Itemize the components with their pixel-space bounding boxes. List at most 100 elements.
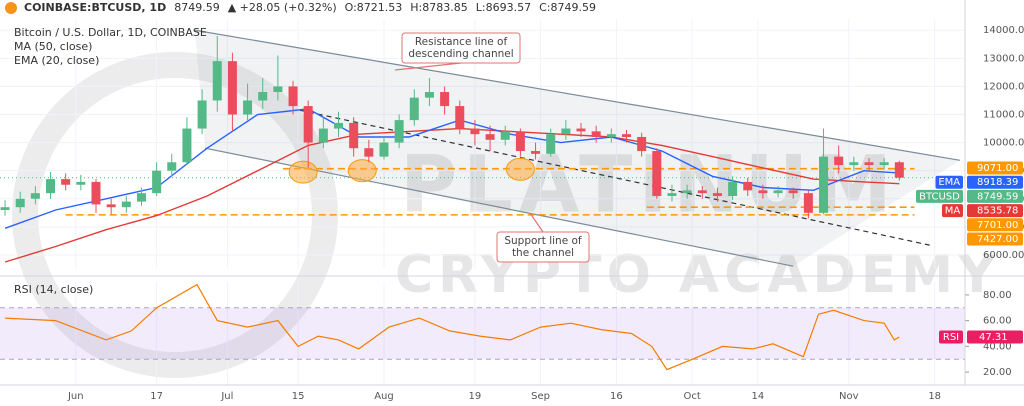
watermark-text: PLATINUM: [400, 140, 898, 230]
x-tick-label: Nov: [839, 391, 859, 402]
y-tick-label: 80.00: [983, 290, 1012, 301]
candle-body: [212, 61, 222, 101]
candle-body: [318, 128, 328, 143]
candle-body: [697, 190, 707, 194]
callout-box: [401, 32, 521, 64]
candle-body: [667, 193, 677, 196]
price-tag-name: MA: [945, 206, 961, 217]
candle-body: [409, 97, 419, 121]
candle-body: [546, 134, 556, 154]
x-tick-label: Oct: [684, 391, 701, 402]
x-tick-label: Jul: [220, 391, 233, 402]
candle-body: [500, 131, 510, 140]
x-tick-label: 16: [610, 391, 623, 402]
rsi-tag-name: RSI: [943, 332, 959, 343]
callout-arrow: [529, 212, 544, 233]
y-tick-label: 11000.00: [983, 110, 1024, 121]
candle-body: [879, 162, 889, 166]
price-tag: [967, 175, 1023, 189]
x-tick-label: 17: [150, 391, 163, 402]
x-tick-label: 15: [292, 391, 305, 402]
rsi-line: [5, 283, 900, 371]
x-tick-label: 14: [751, 391, 764, 402]
candle-body: [334, 122, 344, 129]
chart-title: Bitcoin / U.S. Dollar, 1D, COINBASE: [14, 26, 207, 39]
candle-body: [136, 193, 146, 202]
candle-body: [470, 128, 480, 135]
price-tag: [967, 204, 1023, 218]
x-tick-label: 19: [469, 391, 482, 402]
candle-body: [46, 179, 56, 194]
y-tick-label: 12000.00: [983, 81, 1024, 92]
header-text: O:8721.53: [345, 1, 403, 14]
x-tick-label: Sep: [531, 391, 550, 402]
header-text: H:8783.85: [410, 1, 467, 14]
candle-body: [561, 128, 571, 135]
candle-body: [728, 181, 738, 196]
candle-body: [121, 201, 131, 208]
candle-body: [258, 92, 268, 101]
candle-body: [197, 100, 207, 129]
candle-body: [303, 106, 313, 143]
candle-body: [349, 122, 359, 149]
candle-body: [15, 198, 25, 208]
y-tick-label: 40.00: [983, 341, 1012, 352]
price-tag-name: BTCUSD: [919, 191, 960, 202]
candle-body: [379, 142, 389, 157]
candle-body: [652, 151, 662, 196]
header-text: COINBASE:BTCUSD, 1D: [24, 1, 166, 14]
y-tick-label: 60.00: [983, 316, 1012, 327]
highlight-circle: [347, 159, 377, 183]
candle-body: [182, 128, 192, 163]
candle-body: [591, 131, 601, 137]
candle-body: [440, 92, 450, 107]
rsi-tag-name-box: [939, 330, 963, 344]
header-text: C:8749.59: [539, 1, 596, 14]
x-tick-label: Aug: [374, 391, 394, 402]
watermark-text: CRYPTO ACADEMY: [395, 245, 1001, 305]
price-tag-label: 8535.78: [977, 206, 1018, 217]
candle-body: [152, 170, 162, 194]
candle-body: [273, 86, 283, 93]
legend-entry: EMA (20, close): [14, 54, 99, 67]
callout-text: Resistance line of descending channel: [408, 36, 513, 60]
candle-body: [606, 134, 616, 137]
candle-body: [803, 193, 813, 213]
rsi-tag: [967, 330, 1023, 344]
candle-body: [394, 120, 404, 143]
price-tag-label: 9071.00: [977, 163, 1018, 174]
candle-body: [576, 128, 586, 132]
y-tick-label: 6000.00: [983, 250, 1024, 261]
price-tag-name: EMA: [938, 177, 960, 188]
candle-body: [288, 86, 298, 107]
y-tick-label: 20.00: [983, 367, 1012, 378]
x-tick-label: 18: [928, 391, 941, 402]
candle-body: [76, 181, 86, 185]
y-tick-label: 14000.00: [983, 25, 1024, 36]
symbol-icon: [5, 2, 17, 14]
header-text: L:8693.57: [476, 1, 531, 14]
price-tag: [967, 232, 1023, 246]
candle-body: [637, 136, 647, 152]
callout-text: Support line of the channel: [504, 235, 582, 259]
y-tick-label: 13000.00: [983, 53, 1024, 64]
header-text: 8749.59: [174, 1, 220, 14]
candle-body: [621, 134, 631, 137]
highlight-circle: [505, 157, 535, 181]
candle-body: [227, 61, 237, 115]
candle-body: [819, 156, 829, 213]
candle-body: [0, 207, 10, 211]
candle-body: [712, 193, 722, 196]
candle-body: [106, 204, 116, 208]
price-tag-label: 7427.00: [977, 234, 1018, 245]
candle-body: [515, 131, 525, 152]
x-tick-label: Jun: [67, 391, 84, 402]
price-tag-label: 8749.59: [977, 191, 1018, 202]
y-tick-label: 10000.00: [983, 138, 1024, 149]
candle-body: [91, 181, 101, 205]
callout-arrow: [394, 62, 462, 71]
candle-body: [455, 106, 465, 129]
price-tag-label: 8918.39: [977, 177, 1018, 188]
